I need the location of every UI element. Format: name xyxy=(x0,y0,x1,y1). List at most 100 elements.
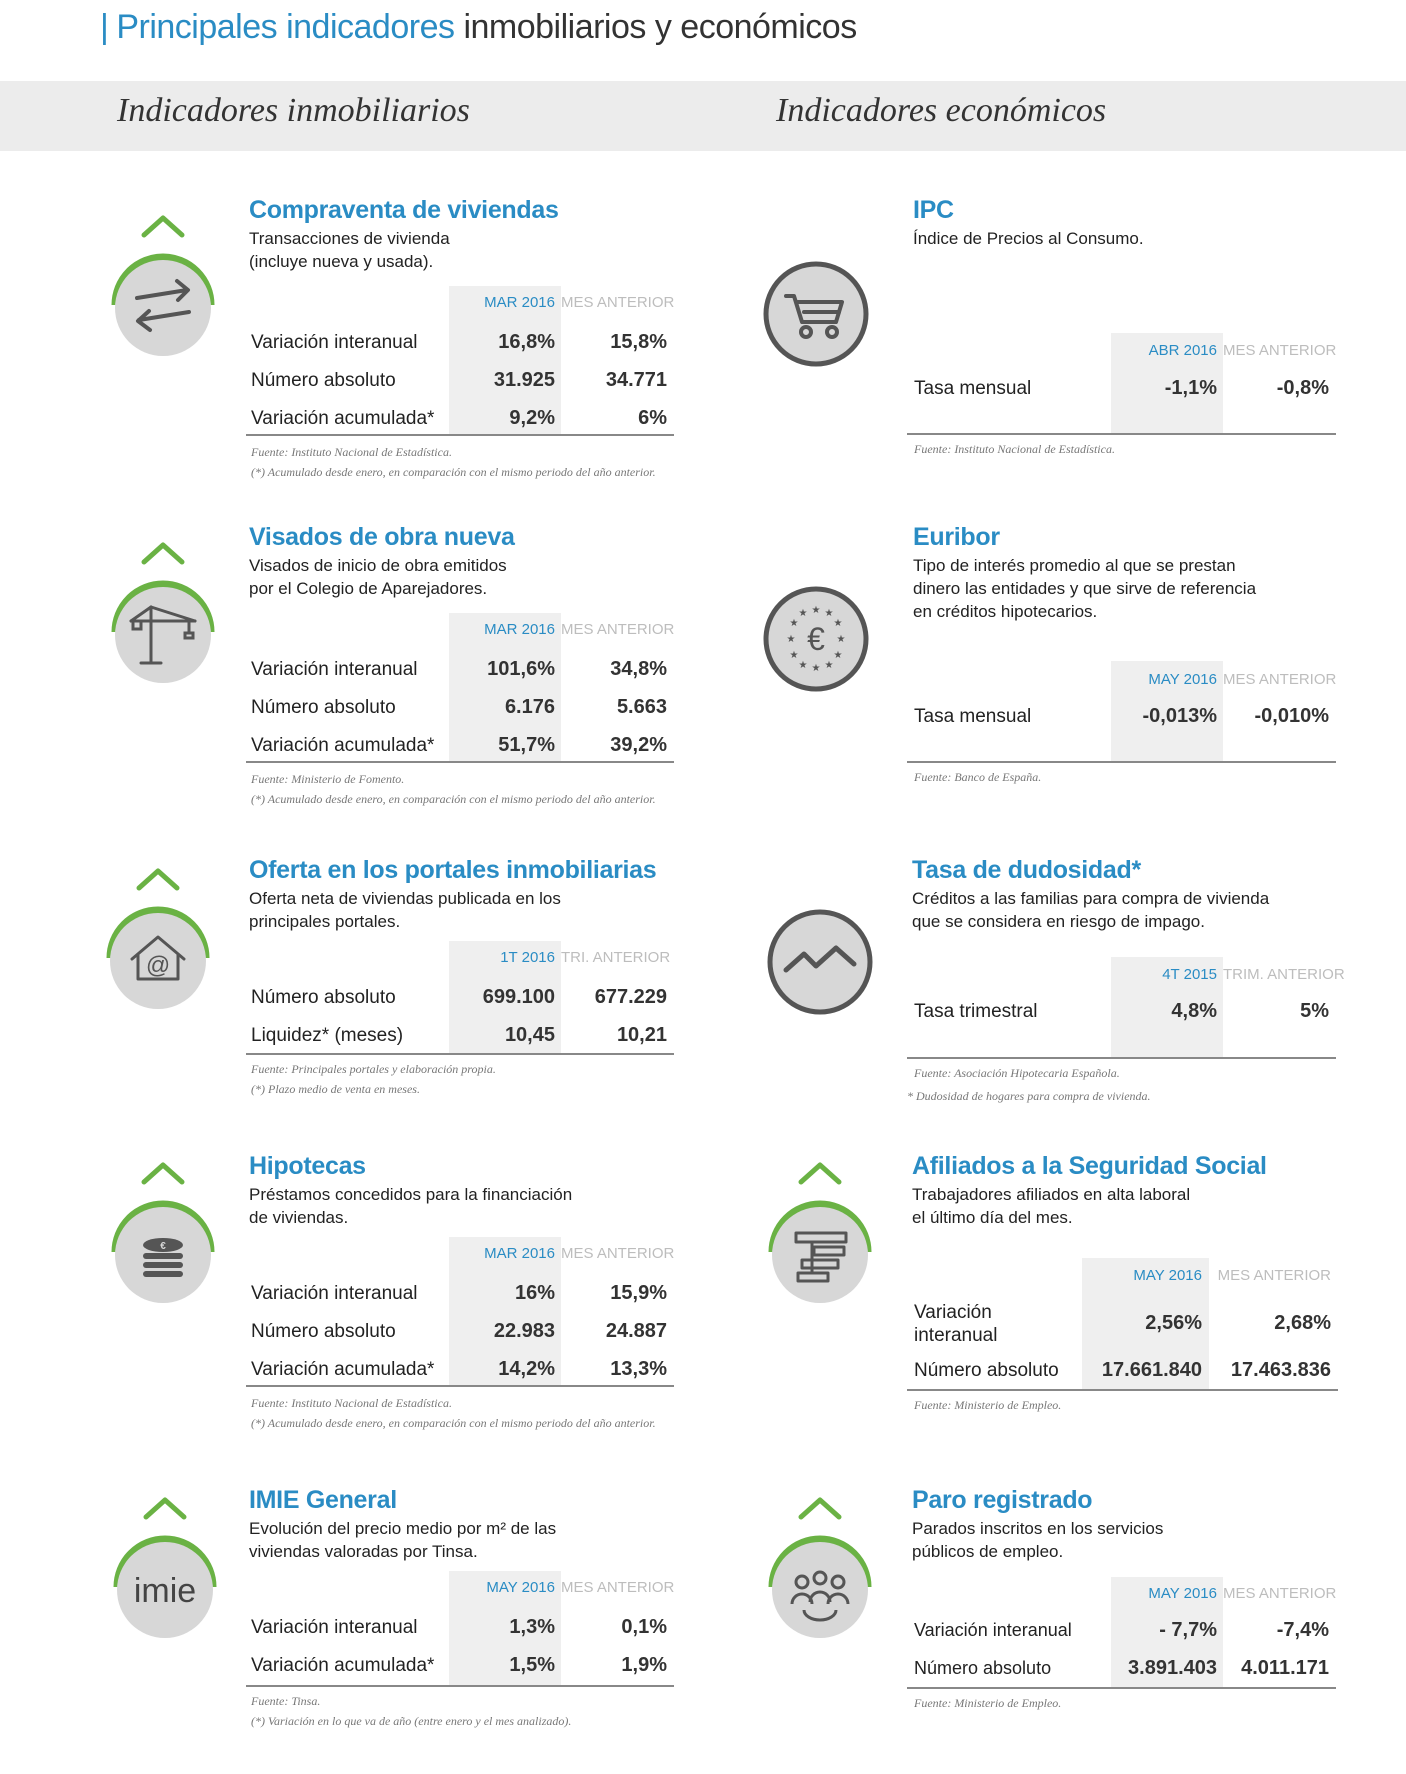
row-value-current: - 7,7% xyxy=(1159,1619,1217,1641)
row-value-previous: 24.887 xyxy=(605,1320,667,1342)
row-label: Variación acumulada* xyxy=(251,408,435,429)
source-note: Fuente: Banco de España. xyxy=(914,770,1042,784)
current-column-shade xyxy=(449,286,561,434)
row-label: Variación acumulada* xyxy=(251,1359,435,1380)
section-title: Paro registrado xyxy=(912,1486,1093,1514)
row-label: Variación acumulada* xyxy=(251,1655,435,1676)
row-value-previous: 13,3% xyxy=(610,1358,667,1380)
row-label: Número absoluto xyxy=(251,1321,396,1342)
section-desc-line-2: por el Colegio de Aparejadores. xyxy=(249,579,488,598)
source-note: Fuente: Principales portales y elaboraci… xyxy=(251,1062,496,1076)
row-value-current: 699.100 xyxy=(482,986,555,1008)
svg-text:★: ★ xyxy=(834,618,843,629)
row-value-previous: -7,4% xyxy=(1276,1619,1329,1641)
row-label: Número absoluto xyxy=(251,987,396,1008)
row-label: Variación interanual xyxy=(251,1617,418,1638)
arrows-exchange-icon xyxy=(111,253,215,356)
svg-text:★: ★ xyxy=(825,608,834,619)
table-rule xyxy=(907,433,1336,435)
row-value-previous: 34.771 xyxy=(605,369,667,391)
current-column-shade xyxy=(449,941,561,1053)
svg-text:★: ★ xyxy=(812,605,821,616)
euro-stars-icon: ★ ★★ ★★★ ★★★ ★★★ € xyxy=(763,586,869,692)
table-rule xyxy=(246,434,674,436)
svg-text:€: € xyxy=(807,621,825,657)
section-desc-line-2: públicos de empleo. xyxy=(912,1542,1064,1561)
row-value-previous: -0,010% xyxy=(1254,705,1330,727)
column-header-previous: MES ANTERIOR xyxy=(561,1579,675,1596)
row-label: Variación interanual xyxy=(914,1620,1072,1640)
row-value-current: 1,3% xyxy=(509,1616,555,1638)
row-value-previous: 0,1% xyxy=(621,1616,667,1638)
row-value-current: 22.983 xyxy=(493,1320,555,1342)
trend-line-icon xyxy=(767,909,873,1015)
row-value-current: 9,2% xyxy=(509,407,555,429)
source-note: Fuente: Ministerio de Empleo. xyxy=(914,1398,1062,1412)
row-value-previous: 17.463.836 xyxy=(1230,1359,1331,1381)
row-value-previous: 34,8% xyxy=(610,658,667,680)
row-value-current: -1,1% xyxy=(1164,377,1217,399)
column-header-previous: MES ANTERIOR xyxy=(561,294,675,311)
chevron-up-icon xyxy=(136,868,180,891)
svg-text:★: ★ xyxy=(790,618,799,629)
section-desc-line-2: viviendas valoradas por Tinsa. xyxy=(249,1542,478,1561)
svg-text:★: ★ xyxy=(834,650,843,661)
row-value-previous: 5.663 xyxy=(616,696,667,718)
row-value-current: -0,013% xyxy=(1142,705,1218,727)
chevron-up-icon xyxy=(798,1497,842,1520)
section-title: Hipotecas xyxy=(249,1152,366,1180)
row-value-current: 16,8% xyxy=(498,331,555,353)
section-title: Tasa de dudosidad* xyxy=(912,856,1141,884)
section-desc-line-2: dinero las entidades y que sirve de refe… xyxy=(913,579,1257,598)
section-title: Afiliados a la Seguridad Social xyxy=(912,1152,1267,1180)
current-column-shade xyxy=(1111,661,1223,761)
section-title: IPC xyxy=(913,196,954,224)
current-column-shade xyxy=(1082,1258,1209,1390)
table-rule xyxy=(246,761,674,763)
page-title: | Principales indicadores inmobiliarios y… xyxy=(100,8,857,47)
row-label: Tasa mensual xyxy=(914,378,1032,399)
table-rule xyxy=(246,1685,674,1687)
section-desc-line-2: principales portales. xyxy=(249,912,401,931)
column-header-previous: TRIM. ANTERIOR xyxy=(1223,966,1345,983)
section-desc-line-1: Préstamos concedidos para la financiació… xyxy=(249,1185,573,1204)
section-title: Oferta en los portales inmobiliarias xyxy=(249,856,657,884)
section-desc-line-2: que se considera en riesgo de impago. xyxy=(912,912,1205,931)
row-value-previous: 4.011.171 xyxy=(1241,1657,1329,1679)
row-value-previous: 10,21 xyxy=(616,1024,667,1046)
section-desc-line-1: Transacciones de vivienda xyxy=(249,229,450,248)
column-header-current: ABR 2016 xyxy=(1148,342,1217,359)
row-label: Variación interanual xyxy=(251,659,418,680)
current-column-shade xyxy=(449,1237,561,1385)
row-value-current: 51,7% xyxy=(498,734,555,756)
column-header-previous: MES ANTERIOR xyxy=(561,1245,675,1262)
current-column-shade xyxy=(449,1571,561,1685)
section-desc-line-1: Evolución del precio medio por m² de las xyxy=(249,1519,557,1538)
imie-logo-icon: imie xyxy=(113,1535,217,1638)
current-column-shade xyxy=(1111,957,1223,1057)
column-header-current: MAY 2016 xyxy=(1148,1585,1217,1602)
row-value-previous: 15,8% xyxy=(610,331,667,353)
svg-text:€: € xyxy=(160,1241,166,1252)
section-title: Euribor xyxy=(913,523,1000,551)
column-header-current: 4T 2015 xyxy=(1162,966,1217,983)
table-rule xyxy=(907,1389,1338,1391)
coins-stack-icon: € xyxy=(111,1200,215,1303)
row-label: Tasa mensual xyxy=(914,706,1032,727)
svg-text:★: ★ xyxy=(787,634,796,645)
row-value-current: 14,2% xyxy=(498,1358,555,1380)
footnote: * Dudosidad de hogares para compra de vi… xyxy=(907,1089,1151,1103)
row-label: Variación interanual xyxy=(251,1283,418,1304)
right-heading: Indicadores económicos xyxy=(776,92,1107,129)
column-header-current: MAR 2016 xyxy=(484,1245,555,1262)
source-note: Fuente: Tinsa. xyxy=(251,1694,321,1708)
row-value-previous: 5% xyxy=(1300,1000,1329,1022)
house-at-icon: @ xyxy=(106,906,210,1009)
row-value-current: 101,6% xyxy=(487,658,555,680)
row-value-current: 1,5% xyxy=(509,1654,555,1676)
footnote: (*) Plazo medio de venta en meses. xyxy=(251,1082,420,1096)
column-header-previous: MES ANTERIOR xyxy=(1223,671,1337,688)
column-header-current: 1T 2016 xyxy=(500,949,555,966)
chevron-up-icon xyxy=(141,215,185,238)
row-label: Tasa trimestral xyxy=(914,1001,1038,1022)
